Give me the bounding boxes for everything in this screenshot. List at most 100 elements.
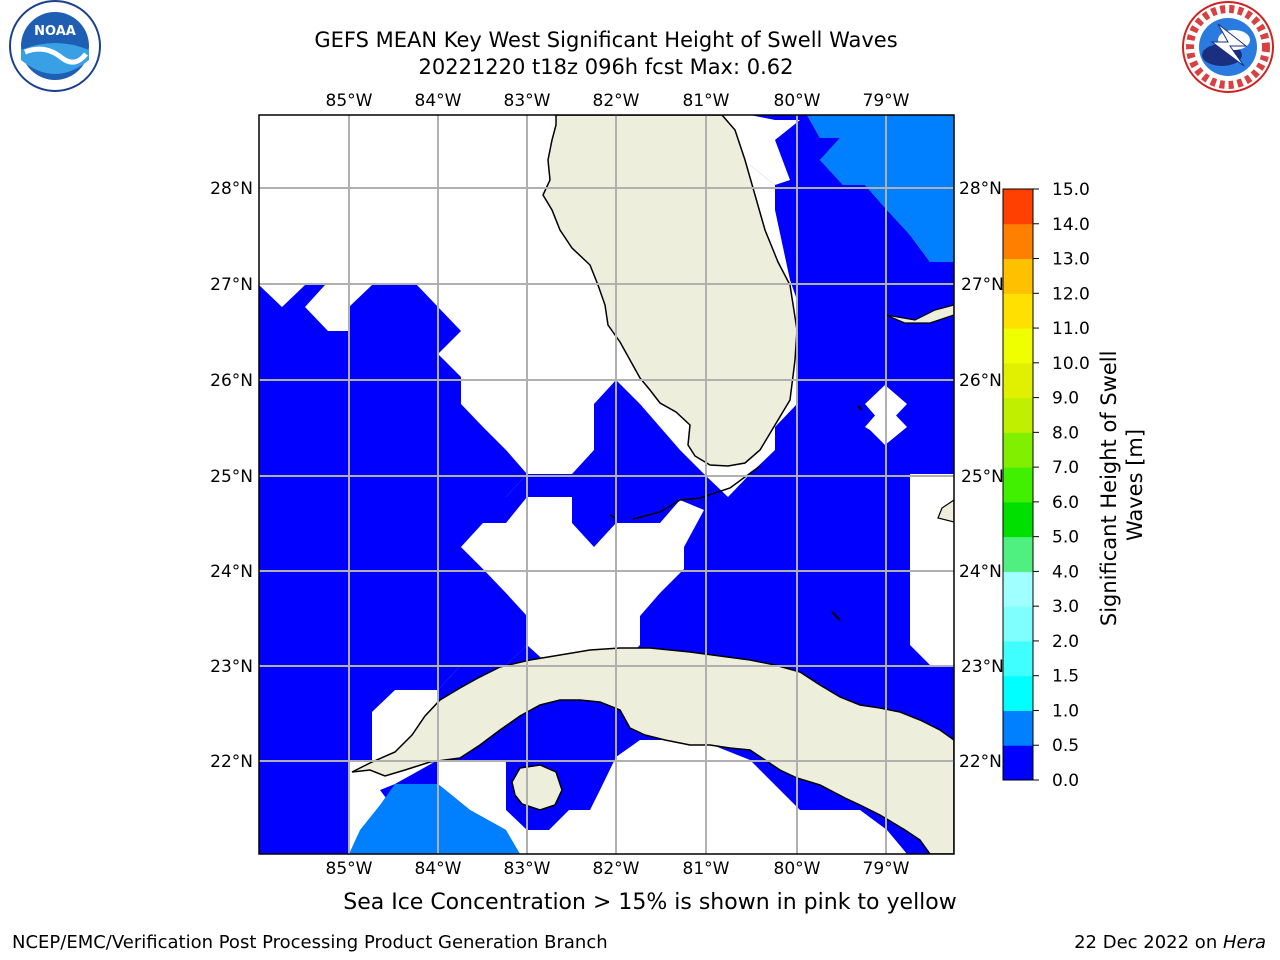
lat-label: 26°N <box>210 371 253 391</box>
colorbar-tick-label: 1.5 <box>1052 667 1079 687</box>
lat-label: 25°N <box>961 467 1004 487</box>
colorbar-segment <box>1003 467 1033 503</box>
svg-text:NOAA: NOAA <box>34 24 76 39</box>
national-weather-service-logo <box>1182 1 1274 93</box>
colorbar-tick-label: 10.0 <box>1052 354 1090 374</box>
colorbar-tick-label: 7.0 <box>1052 458 1079 478</box>
footer-date: 22 Dec 2022 on Hera <box>1074 932 1266 953</box>
colorbar-segment <box>1003 432 1033 468</box>
colorbar-tick-label: 9.0 <box>1052 389 1079 409</box>
lon-label: 81°W <box>683 859 730 879</box>
lon-label: 85°W <box>326 859 373 879</box>
swell-field-low <box>572 474 640 547</box>
colorbar-tick-label: 0.0 <box>1052 771 1079 791</box>
lat-label: 27°N <box>210 275 253 295</box>
colorbar-segment <box>1003 675 1033 711</box>
florida-keys <box>609 465 761 520</box>
colorbar-segment <box>1003 189 1033 225</box>
lon-label: 81°W <box>683 91 730 111</box>
colorbar-segment <box>1003 606 1033 642</box>
lon-label: 80°W <box>774 859 821 879</box>
land-cuba <box>351 647 954 854</box>
colorbar-tick-label: 11.0 <box>1052 319 1090 339</box>
lon-label: 79°W <box>863 91 910 111</box>
swell-field-low <box>259 285 527 854</box>
swell-field-mid <box>349 784 520 854</box>
lon-label: 85°W <box>326 91 373 111</box>
isle-of-youth <box>511 764 563 811</box>
colorbar-tick-label: 1.0 <box>1052 701 1079 721</box>
colorbar-tick-label: 15.0 <box>1052 180 1090 200</box>
colorbar-segment <box>1003 258 1033 294</box>
colorbar-tick-label: 6.0 <box>1052 493 1079 513</box>
lon-label: 82°W <box>593 91 640 111</box>
lon-label: 83°W <box>504 91 551 111</box>
colorbar-segment <box>1003 710 1033 746</box>
colorbar-tick-label: 2.0 <box>1052 632 1079 652</box>
colorbar-tick-label: 0.5 <box>1052 736 1079 756</box>
no-data-region <box>461 497 704 665</box>
colorbar-tick-label: 14.0 <box>1052 215 1090 235</box>
colorbar-segment <box>1003 640 1033 677</box>
colorbar-tick-label: 5.0 <box>1052 528 1079 548</box>
colorbar-tick-label: 12.0 <box>1052 284 1090 304</box>
colorbar-tick-label: 4.0 <box>1052 562 1079 582</box>
small-island <box>831 405 863 621</box>
colorbar-segment <box>1003 536 1033 572</box>
no-data-region <box>910 474 954 665</box>
colorbar-frame <box>1002 188 1034 781</box>
lat-label: 25°N <box>210 467 253 487</box>
colorbar-segment <box>1003 362 1033 399</box>
lat-labels-left: 28°N 27°N 26°N 25°N 24°N 23°N 22°N <box>210 179 253 772</box>
lat-label: 28°N <box>959 179 1002 199</box>
colorbar-tick-label: 8.0 <box>1052 423 1079 443</box>
colorbar-tick-label: 3.0 <box>1052 597 1079 617</box>
lon-label: 84°W <box>415 91 462 111</box>
colorbar-segment <box>1003 571 1033 607</box>
swell-field-low <box>572 474 680 497</box>
lon-label: 83°W <box>504 859 551 879</box>
colorbar-segment <box>1003 397 1033 433</box>
lat-label: 22°N <box>210 752 253 772</box>
footer-host: Hera <box>1222 932 1266 953</box>
colorbar <box>1002 188 1034 781</box>
lat-label: 26°N <box>959 371 1002 391</box>
lon-labels-bottom: 85°W 84°W 83°W 82°W 81°W 80°W 79°W <box>326 859 910 879</box>
lon-label: 82°W <box>593 859 640 879</box>
lat-label: 22°N <box>959 752 1002 772</box>
colorbar-segment <box>1003 223 1033 260</box>
map-frame <box>258 114 955 855</box>
lat-label: 24°N <box>959 562 1002 582</box>
colorbar-label-line1: Significant Height of Swell <box>1097 351 1121 627</box>
noaa-logo: NOAA <box>9 0 101 92</box>
footer-credit: NCEP/EMC/Verification Post Processing Pr… <box>12 932 608 953</box>
lat-label: 28°N <box>210 179 253 199</box>
sea-ice-note: Sea Ice Concentration > 15% is shown in … <box>343 890 957 915</box>
bahamas-island <box>937 499 954 523</box>
lat-labels-right: 28°N 27°N 26°N 25°N 24°N 23°N 22°N <box>959 179 1004 772</box>
colorbar-label: Significant Height of Swell Waves [m] <box>1097 344 1147 626</box>
lat-label: 27°N <box>961 275 1004 295</box>
colorbar-tick-label: 13.0 <box>1052 250 1090 270</box>
colorbar-segment <box>1003 293 1033 329</box>
colorbar-segment <box>1003 328 1033 364</box>
map-area <box>259 115 954 854</box>
chart-subtitle: 20221220 t18z 096h fcst Max: 0.62 <box>418 55 794 79</box>
graticule <box>259 115 954 854</box>
chart-title: GEFS MEAN Key West Significant Height of… <box>314 28 898 52</box>
lon-label: 80°W <box>774 91 821 111</box>
lon-labels-top: 85°W 84°W 83°W 82°W 81°W 80°W 79°W <box>326 91 910 111</box>
colorbar-label-line2: Waves [m] <box>1123 429 1147 541</box>
bahamas-island <box>885 304 954 324</box>
colorbar-ticks: 0.0 0.5 1.0 1.5 2.0 3.0 4.0 5.0 6.0 7.0 8.0 9.0 10.0… <box>1033 180 1090 791</box>
land-florida <box>542 115 798 467</box>
no-data-region <box>750 115 800 185</box>
colorbar-segment <box>1003 745 1033 781</box>
lat-label: 23°N <box>961 657 1004 677</box>
footer-date-text: 22 Dec 2022 on <box>1074 932 1223 953</box>
colorbar-segment <box>1003 501 1033 538</box>
lat-label: 24°N <box>210 562 253 582</box>
lon-label: 79°W <box>863 859 910 879</box>
lat-label: 23°N <box>210 657 253 677</box>
